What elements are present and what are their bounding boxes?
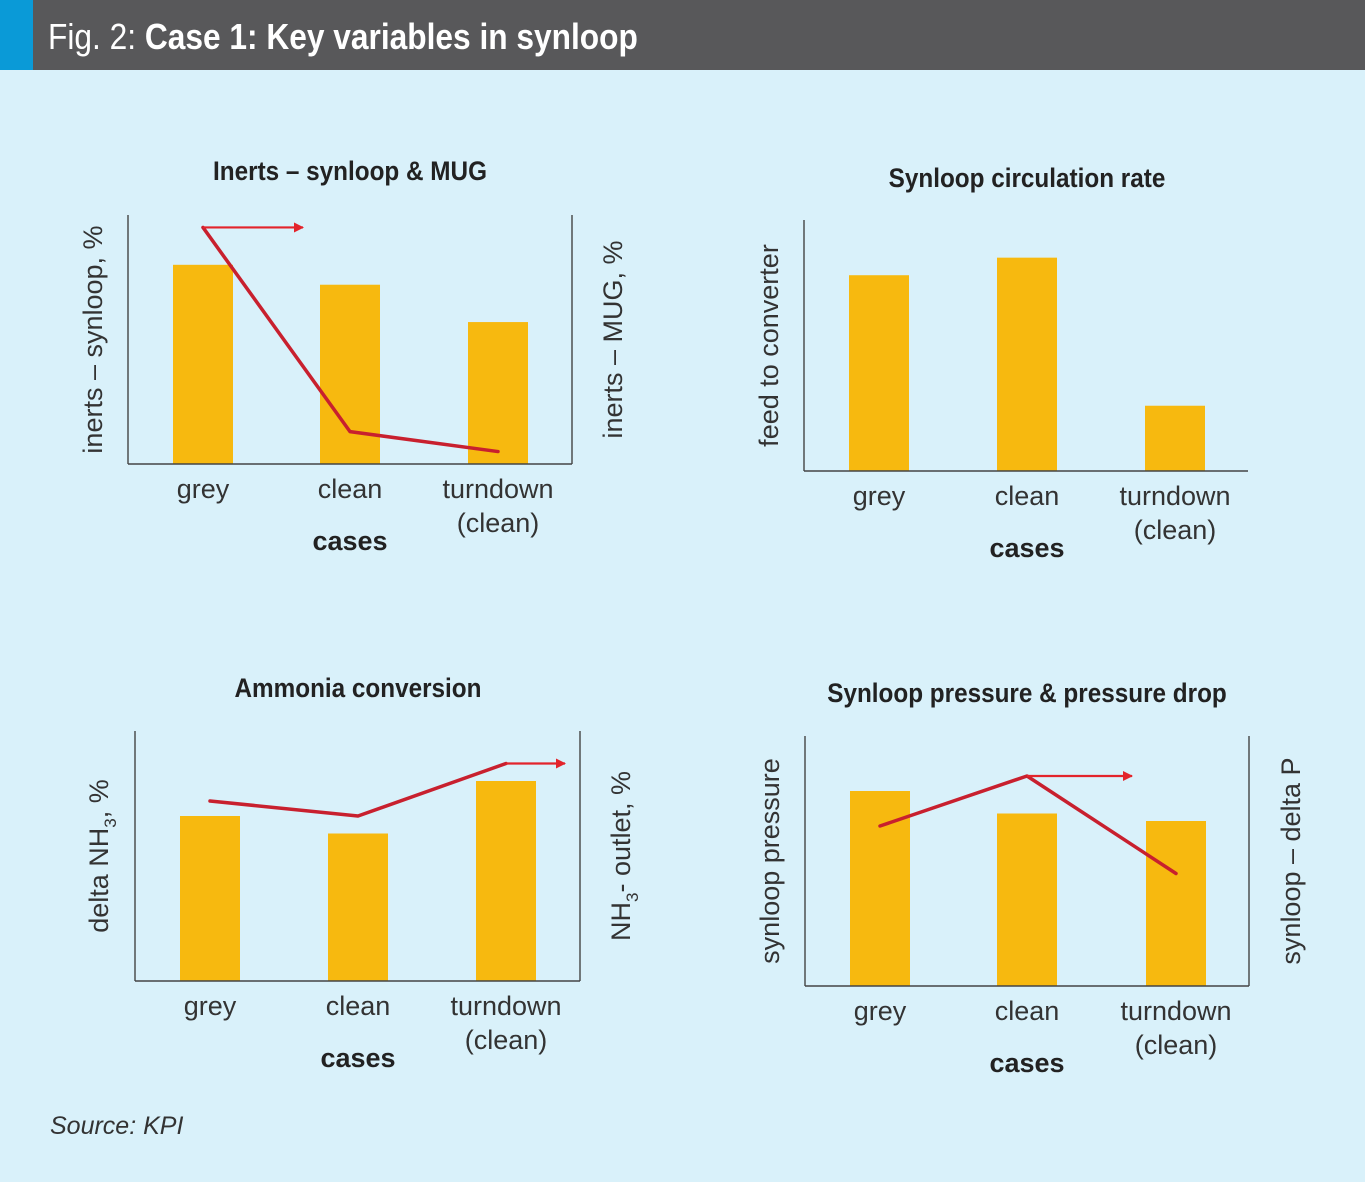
chart3-bar-1	[180, 816, 240, 981]
chart1-tick-label-1: grey	[177, 474, 230, 504]
chart3-y-axis-label: delta NH3, %	[84, 779, 120, 933]
chart3-line-point-2	[356, 814, 360, 818]
chart1-title: Inerts – synloop & MUG	[213, 157, 487, 186]
chart3-tick-label-3-line1: turndown	[450, 991, 561, 1021]
chart1-bar-2	[320, 284, 380, 464]
chart4-bar-3	[1146, 821, 1206, 986]
chart3-y2-axis-label-main: NH	[606, 902, 636, 941]
chart3-y2-axis-label: NH3- outlet, %	[606, 771, 642, 941]
chart2-x-axis-label: cases	[989, 533, 1064, 563]
chart3-title: Ammonia conversion	[235, 674, 482, 703]
chart3-y-axis-label-subscript: 3	[101, 818, 120, 827]
chart3-tick-label-1: grey	[184, 991, 237, 1021]
chart2-y-axis-label: feed to converter	[754, 244, 784, 447]
chart1-y-axis-label: inerts – synloop, %	[78, 225, 108, 453]
chart3-x-axis-label: cases	[320, 1043, 395, 1073]
chart1-x-axis-label: cases	[312, 526, 387, 556]
chart3-y2-axis-label-tail: - outlet, %	[606, 771, 636, 893]
chart1-bar-1	[173, 264, 233, 464]
chart4-y2-axis-label: synloop – delta P	[1276, 757, 1306, 964]
figure-header: Fig. 2: Case 1: Key variables in synloop	[0, 0, 1365, 70]
chart1-y2-axis-label: inerts – MUG, %	[598, 240, 628, 438]
chart2-tick-label-3-line2: (clean)	[1134, 515, 1217, 545]
chart2-bar-1	[849, 275, 909, 471]
chart4-bar-2	[997, 813, 1057, 986]
chart4-title: Synloop pressure & pressure drop	[827, 679, 1227, 708]
chart2-bar-3	[1145, 405, 1205, 471]
chart3-tick-label-2: clean	[326, 991, 391, 1021]
chart1-bar-3	[468, 322, 528, 464]
figure-title-text: Case 1: Key variables in synloop	[144, 16, 638, 57]
chart3-y2-axis-label-subscript: 3	[623, 893, 642, 902]
chart3-tick-label-3-line2: (clean)	[465, 1025, 548, 1055]
chart1-tick-label-3-line2: (clean)	[457, 508, 540, 538]
chart4-x-axis-label: cases	[989, 1048, 1064, 1078]
chart4-tick-label-1: grey	[854, 996, 907, 1026]
chart4-tick-label-3-line1: turndown	[1120, 996, 1231, 1026]
chart3-line-point-1	[208, 799, 212, 803]
chart4-bar-1	[850, 791, 910, 986]
chart2-tick-label-1: grey	[853, 481, 906, 511]
chart1-tick-label-3-line1: turndown	[442, 474, 553, 504]
figure-label: Fig. 2:	[48, 16, 145, 57]
chart3-y-axis-label-tail: , %	[84, 779, 114, 818]
chart2-tick-label-3-line1: turndown	[1119, 481, 1230, 511]
chart4-tick-label-2: clean	[995, 996, 1060, 1026]
figure-title: Fig. 2: Case 1: Key variables in synloop	[48, 0, 638, 70]
chart4-tick-label-3-line2: (clean)	[1135, 1030, 1218, 1060]
chart4-y-axis-label: synloop pressure	[755, 758, 785, 964]
chart3-y-axis-label-main: delta NH	[84, 828, 114, 933]
chart4-line-point-1	[878, 824, 882, 828]
chart1-line-point-3	[496, 450, 500, 454]
chart2-tick-label-2: clean	[995, 481, 1060, 511]
chart2-bar-2	[997, 257, 1057, 471]
header-accent-bar	[0, 0, 33, 70]
chart3-bar-3	[476, 781, 536, 981]
chart1-tick-label-2: clean	[318, 474, 383, 504]
chart1-line-point-2	[348, 430, 352, 434]
chart4-line-point-3	[1174, 872, 1178, 875]
chart2-title: Synloop circulation rate	[889, 164, 1166, 193]
chart3-line-series	[208, 761, 508, 818]
chart3-bar-2	[328, 833, 388, 981]
source-note: Source: KPI	[50, 1112, 184, 1140]
